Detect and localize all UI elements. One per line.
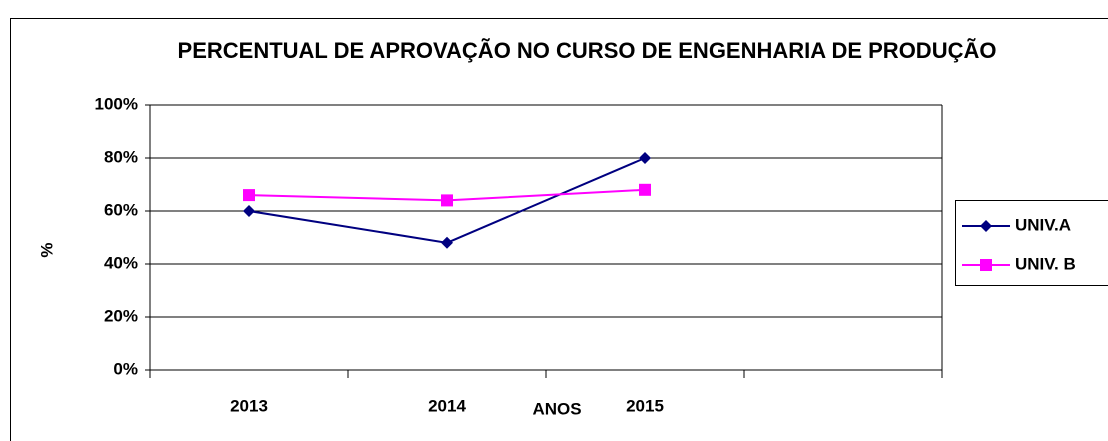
data-point xyxy=(243,205,255,217)
x-tick-label: 2014 xyxy=(428,396,466,415)
x-tick-label: 2015 xyxy=(626,396,664,415)
data-point xyxy=(441,194,453,207)
data-point xyxy=(639,152,651,164)
legend-box xyxy=(955,200,1108,286)
chart-frame xyxy=(10,18,1108,441)
y-tick-label: 80% xyxy=(104,147,138,166)
legend-label: UNIV.A xyxy=(1015,215,1071,234)
y-tick-label: 100% xyxy=(95,94,138,113)
data-point xyxy=(639,183,651,196)
y-tick-label: 40% xyxy=(104,253,138,272)
chart-title: PERCENTUAL DE APROVAÇÃO NO CURSO DE ENGE… xyxy=(177,38,997,63)
y-tick-label: 60% xyxy=(104,200,138,219)
y-tick-label: 0% xyxy=(113,359,138,378)
y-tick-label: 20% xyxy=(104,306,138,325)
data-point xyxy=(243,189,255,202)
legend-label: UNIV. B xyxy=(1015,254,1076,273)
legend-marker xyxy=(980,259,992,271)
data-point xyxy=(441,236,453,249)
legend-marker xyxy=(980,220,992,232)
y-axis-title: % xyxy=(37,242,56,257)
x-tick-label: 2013 xyxy=(230,396,268,415)
x-axis-title: ANOS xyxy=(532,399,581,418)
